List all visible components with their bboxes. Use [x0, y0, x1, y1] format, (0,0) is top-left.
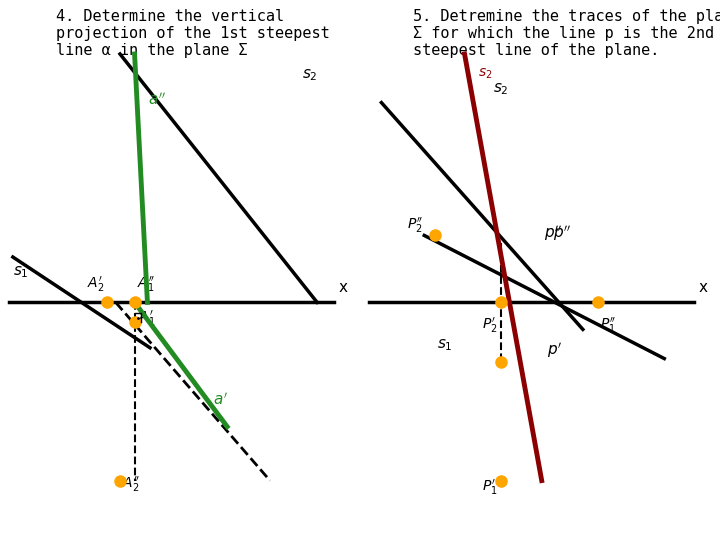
Text: $p''$: $p''$ [553, 224, 571, 243]
Text: $s_1$: $s_1$ [13, 265, 29, 280]
Text: $s_2$: $s_2$ [478, 67, 492, 82]
Text: $p'$: $p'$ [547, 340, 562, 360]
Text: $p''$: $p''$ [544, 224, 562, 243]
Text: 5. Detremine the traces of the plane
Σ for which the line p is the 2nd
steepest : 5. Detremine the traces of the plane Σ f… [413, 9, 720, 58]
Text: $s_1$: $s_1$ [437, 337, 453, 353]
Text: $A_2'$: $A_2'$ [87, 274, 105, 294]
Text: $A_1''$: $A_1''$ [137, 274, 156, 294]
Text: $P_2'$: $P_2'$ [482, 315, 498, 335]
Text: $a''$: $a''$ [148, 92, 166, 109]
Text: $s_2$: $s_2$ [493, 81, 508, 97]
Text: $s_2$: $s_2$ [302, 67, 318, 83]
Text: $P_1''$: $P_1''$ [600, 315, 616, 335]
Text: $P_1'$: $P_1'$ [482, 477, 498, 497]
Text: $A_1'$: $A_1'$ [138, 309, 156, 328]
Text: x: x [338, 280, 348, 295]
Text: $a'$: $a'$ [212, 391, 228, 408]
Text: 4. Determine the vertical
projection of the 1st steepest
line α in the plane Σ: 4. Determine the vertical projection of … [55, 9, 330, 58]
Text: x: x [698, 280, 708, 295]
Text: $P_2''$: $P_2''$ [407, 216, 423, 235]
Text: $A_2''$: $A_2''$ [122, 475, 140, 495]
